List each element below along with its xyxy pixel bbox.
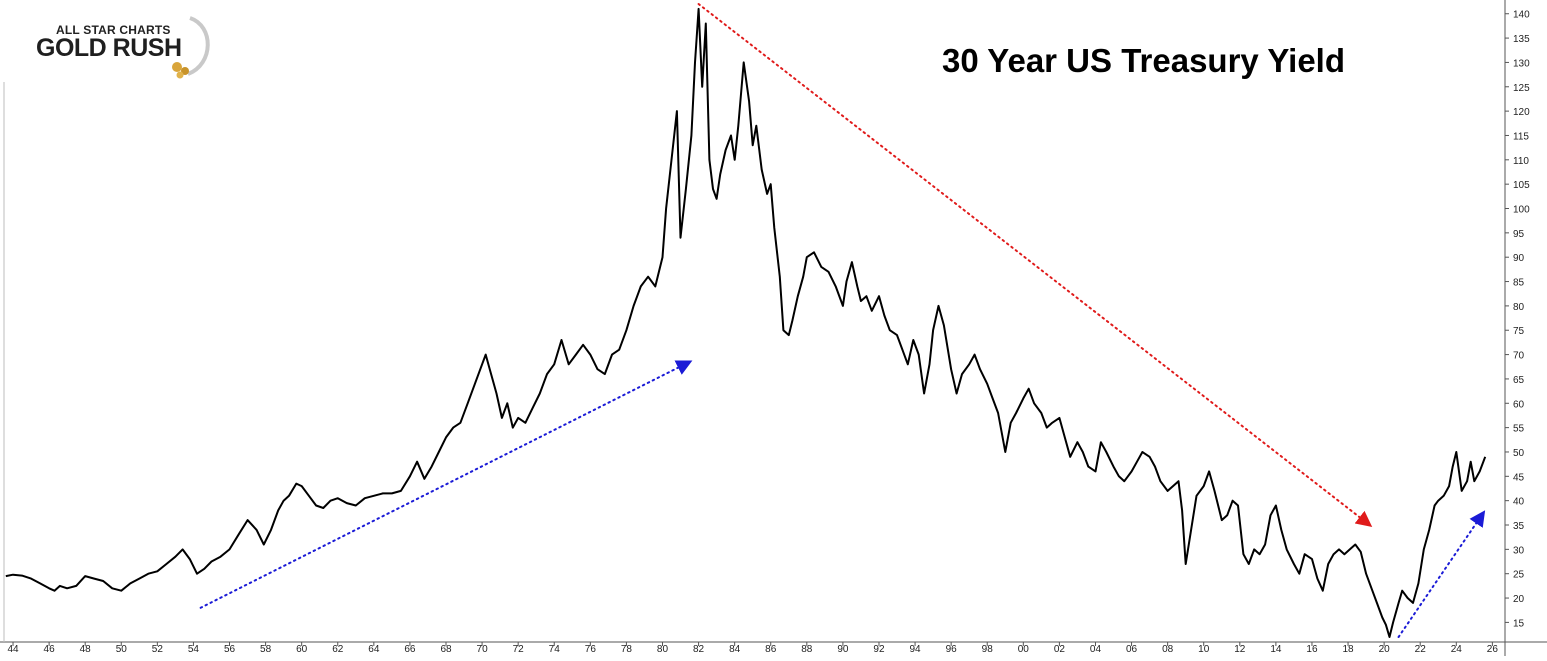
x-tick-label: 10	[1198, 644, 1210, 655]
y-tick-label: 125	[1513, 83, 1530, 94]
x-tick-label: 80	[657, 644, 669, 655]
y-tick-label: 75	[1513, 326, 1525, 337]
x-tick-label: 66	[404, 644, 416, 655]
y-tick-label: 60	[1513, 399, 1525, 410]
x-tick-label: 70	[477, 644, 489, 655]
y-tick-label: 25	[1513, 570, 1525, 581]
x-tick-label: 52	[152, 644, 164, 655]
x-tick-label: 96	[946, 644, 958, 655]
x-tick-label: 08	[1162, 644, 1174, 655]
x-tick-label: 98	[982, 644, 994, 655]
trendline-1	[199, 360, 693, 609]
y-tick-label: 85	[1513, 278, 1525, 289]
x-tick-label: 50	[116, 644, 128, 655]
y-tick-label: 55	[1513, 424, 1525, 435]
x-tick-label: 00	[1018, 644, 1030, 655]
y-tick-label: 105	[1513, 180, 1530, 191]
y-tick-label: 135	[1513, 34, 1530, 45]
y-tick-label: 30	[1513, 545, 1525, 556]
x-tick-label: 74	[549, 644, 561, 655]
x-tick-label: 48	[80, 644, 92, 655]
y-tick-label: 70	[1513, 351, 1525, 362]
gold-rush-logo: ALL STAR CHARTS GOLD RUSH	[22, 14, 222, 86]
x-tick-label: 92	[873, 644, 885, 655]
y-tick-label: 100	[1513, 205, 1530, 216]
y-tick-label: 120	[1513, 107, 1530, 118]
y-tick-label: 50	[1513, 448, 1525, 459]
y-tick-label: 140	[1513, 10, 1530, 21]
trendline-2	[697, 3, 1373, 527]
x-tick-label: 54	[188, 644, 200, 655]
logo-line2: GOLD RUSH	[36, 34, 182, 62]
x-tick-label: 16	[1306, 644, 1318, 655]
x-tick-label: 56	[224, 644, 236, 655]
x-tick-label: 44	[7, 644, 19, 655]
x-tick-label: 76	[585, 644, 597, 655]
y-tick-label: 130	[1513, 58, 1530, 69]
x-tick-label: 78	[621, 644, 633, 655]
x-tick-label: 88	[801, 644, 813, 655]
x-tick-label: 46	[44, 644, 56, 655]
x-tick-label: 14	[1270, 644, 1282, 655]
x-tick-label: 90	[837, 644, 849, 655]
x-tick-label: 62	[332, 644, 344, 655]
y-tick-label: 80	[1513, 302, 1525, 313]
y-tick-label: 35	[1513, 521, 1525, 532]
y-tick-label: 115	[1513, 131, 1529, 142]
trendline-3	[1397, 510, 1486, 638]
x-tick-label: 58	[260, 644, 272, 655]
x-tick-label: 82	[693, 644, 705, 655]
x-tick-label: 18	[1342, 644, 1354, 655]
y-tick-label: 110	[1513, 156, 1529, 167]
logo-swoosh-icon	[172, 16, 210, 79]
y-tick-label: 40	[1513, 497, 1525, 508]
x-tick-label: 22	[1415, 644, 1427, 655]
y-tick-label: 90	[1513, 253, 1525, 264]
x-tick-label: 26	[1487, 644, 1499, 655]
y-tick-label: 45	[1513, 472, 1525, 483]
x-tick-label: 06	[1126, 644, 1138, 655]
x-tick-label: 84	[729, 644, 741, 655]
x-tick-label: 64	[368, 644, 380, 655]
y-tick-label: 95	[1513, 229, 1525, 240]
x-tick-label: 60	[296, 644, 308, 655]
x-tick-label: 68	[440, 644, 452, 655]
x-tick-label: 24	[1451, 644, 1463, 655]
y-tick-label: 15	[1513, 618, 1525, 629]
y-tick-label: 65	[1513, 375, 1525, 386]
y-tick-label: 20	[1513, 594, 1525, 605]
x-tick-label: 72	[513, 644, 525, 655]
chart-title: 30 Year US Treasury Yield	[942, 42, 1345, 79]
x-tick-label: 94	[910, 644, 922, 655]
logo-line1: ALL STAR CHARTS	[56, 23, 171, 37]
x-tick-label: 04	[1090, 644, 1102, 655]
x-tick-label: 20	[1379, 644, 1391, 655]
x-tick-label: 02	[1054, 644, 1066, 655]
x-tick-label: 86	[765, 644, 777, 655]
yield-series-line	[5, 7, 1487, 638]
x-tick-label: 12	[1234, 644, 1246, 655]
